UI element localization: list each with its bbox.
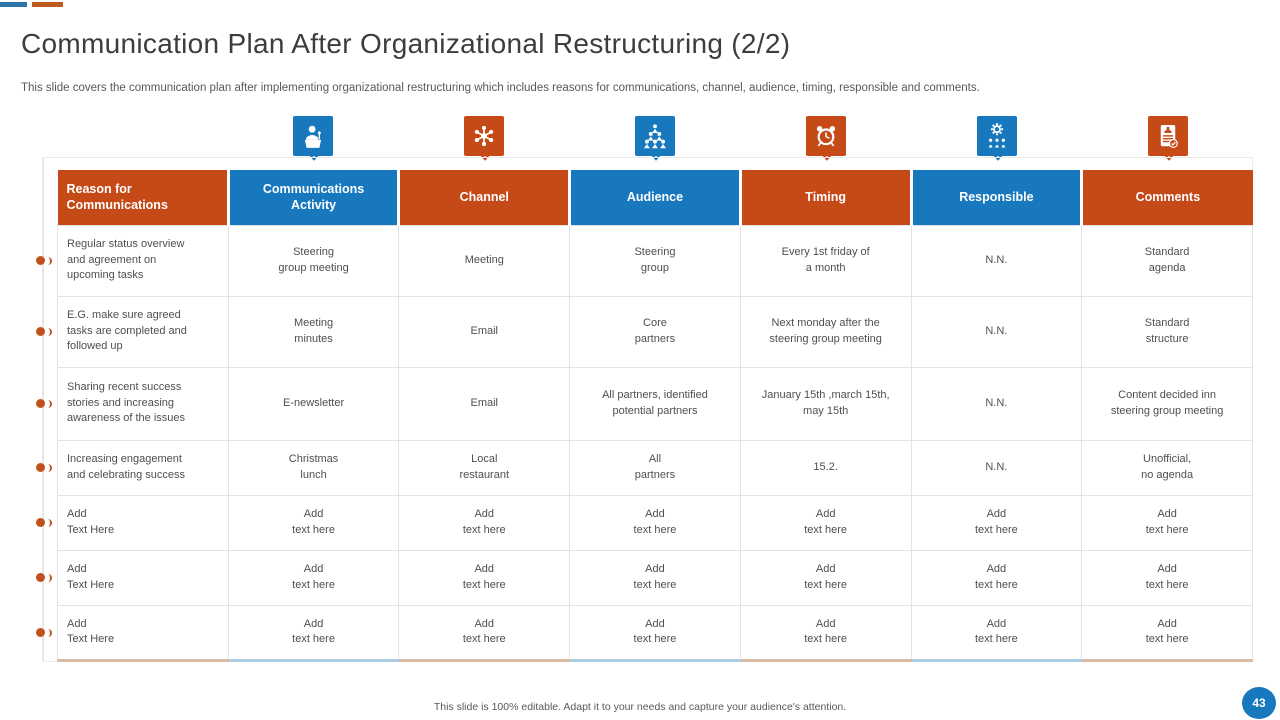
cell-placeholder[interactable]: Add text here [398, 604, 571, 662]
cell-activity: Meeting minutes [227, 295, 400, 368]
alarm-clock-icon [806, 116, 846, 156]
col-header-channel: Channel [397, 170, 570, 225]
table-row: Add Text Here Add text here Add text her… [57, 494, 1253, 551]
team-gear-icon [977, 116, 1017, 156]
cell-placeholder[interactable]: Add text here [1081, 604, 1253, 662]
chevron-down-icon [650, 152, 662, 161]
cell-placeholder[interactable]: Add text here [569, 549, 741, 606]
col-header-audience: Audience [568, 170, 741, 225]
header-row: Reason for Communications Communications… [57, 170, 1253, 225]
table-frame [42, 157, 1253, 662]
cell-reason-placeholder[interactable]: Add Text Here [57, 494, 229, 551]
row-bullet-icon [36, 573, 52, 582]
presenter-icon [293, 116, 333, 156]
cell-placeholder[interactable]: Add text here [227, 494, 400, 551]
cell-reason-placeholder[interactable]: Add Text Here [57, 549, 229, 606]
cell-channel: Email [398, 295, 571, 368]
table-row: Sharing recent success stories and incre… [57, 366, 1253, 441]
cell-placeholder[interactable]: Add text here [910, 494, 1083, 551]
table-row: Regular status overview and agreement on… [57, 224, 1253, 297]
cell-reason: E.G. make sure agreed tasks are complete… [57, 295, 229, 368]
row-bullet-icon [36, 256, 52, 265]
footer-note: This slide is 100% editable. Adapt it to… [433, 701, 847, 713]
accent-bar-blue [0, 2, 27, 7]
row-bullet-icon [36, 399, 52, 408]
cell-comments: Unofficial, no agenda [1081, 439, 1253, 496]
audience-icon [635, 116, 675, 156]
communication-plan-table: Reason for Communications Communications… [57, 170, 1253, 662]
cell-activity: Christmas lunch [227, 439, 400, 496]
page-title: Communication Plan After Organizational … [21, 28, 791, 59]
cell-audience: All partners [569, 439, 741, 496]
cell-placeholder[interactable]: Add text here [569, 604, 741, 662]
cell-comments: Content decided inn steering group meeti… [1081, 366, 1253, 441]
chevron-down-icon [821, 152, 833, 161]
chevron-down-icon [479, 152, 491, 161]
cell-placeholder[interactable]: Add text here [1081, 549, 1253, 606]
cell-reason: Regular status overview and agreement on… [57, 224, 229, 297]
chevron-down-icon [992, 152, 1004, 161]
cell-timing: 15.2. [739, 439, 912, 496]
cell-activity: E-newsletter [227, 366, 400, 441]
table-row: Add Text Here Add text here Add text her… [57, 604, 1253, 662]
cell-channel: Meeting [398, 224, 571, 297]
cell-placeholder[interactable]: Add text here [739, 494, 912, 551]
cell-reason: Sharing recent success stories and incre… [57, 366, 229, 441]
cell-placeholder[interactable]: Add text here [227, 549, 400, 606]
table-row: Increasing engagement and celebrating su… [57, 439, 1253, 496]
cell-comments: Standard agenda [1081, 224, 1253, 297]
cell-responsible: N.N. [910, 224, 1083, 297]
cell-responsible: N.N. [910, 366, 1083, 441]
cell-activity: Steering group meeting [227, 224, 400, 297]
row-bullet-icon [36, 628, 52, 637]
cell-timing: Every 1st friday of a month [739, 224, 912, 297]
table-row: Add Text Here Add text here Add text her… [57, 549, 1253, 606]
report-check-icon [1148, 116, 1188, 156]
row-bullet-icon [36, 463, 52, 472]
accent-bar-orange [32, 2, 63, 7]
col-header-responsible: Responsible [909, 170, 1082, 225]
cell-responsible: N.N. [910, 295, 1083, 368]
table-row: E.G. make sure agreed tasks are complete… [57, 295, 1253, 368]
cell-timing: Next monday after the steering group mee… [739, 295, 912, 368]
chevron-down-icon [1163, 152, 1175, 161]
col-header-reason: Reason for Communications [57, 170, 229, 225]
network-icon [464, 116, 504, 156]
cell-placeholder[interactable]: Add text here [739, 604, 912, 662]
cell-audience: All partners, identified potential partn… [569, 366, 741, 441]
page-number-badge: 43 [1242, 687, 1276, 719]
cell-reason: Increasing engagement and celebrating su… [57, 439, 229, 496]
cell-timing: January 15th ,march 15th, may 15th [739, 366, 912, 441]
cell-channel: Local restaurant [398, 439, 571, 496]
col-header-comments: Comments [1080, 170, 1253, 225]
cell-responsible: N.N. [910, 439, 1083, 496]
cell-reason-placeholder[interactable]: Add Text Here [57, 604, 229, 662]
cell-audience: Core partners [569, 295, 741, 368]
cell-placeholder[interactable]: Add text here [910, 549, 1083, 606]
cell-placeholder[interactable]: Add text here [227, 604, 400, 662]
col-header-timing: Timing [738, 170, 912, 225]
cell-audience: Steering group [569, 224, 741, 297]
row-bullet-icon [36, 327, 52, 336]
cell-placeholder[interactable]: Add text here [398, 549, 571, 606]
chevron-down-icon [308, 152, 320, 161]
cell-comments: Standard structure [1081, 295, 1253, 368]
col-header-activity: Communications Activity [226, 170, 399, 225]
cell-placeholder[interactable]: Add text here [569, 494, 741, 551]
cell-placeholder[interactable]: Add text here [398, 494, 571, 551]
cell-placeholder[interactable]: Add text here [739, 549, 912, 606]
slide-subtitle: This slide covers the communication plan… [21, 82, 980, 94]
bullet-connector-line [43, 158, 44, 661]
cell-channel: Email [398, 366, 571, 441]
cell-placeholder[interactable]: Add text here [1081, 494, 1253, 551]
cell-placeholder[interactable]: Add text here [910, 604, 1083, 662]
row-bullet-icon [36, 518, 52, 527]
